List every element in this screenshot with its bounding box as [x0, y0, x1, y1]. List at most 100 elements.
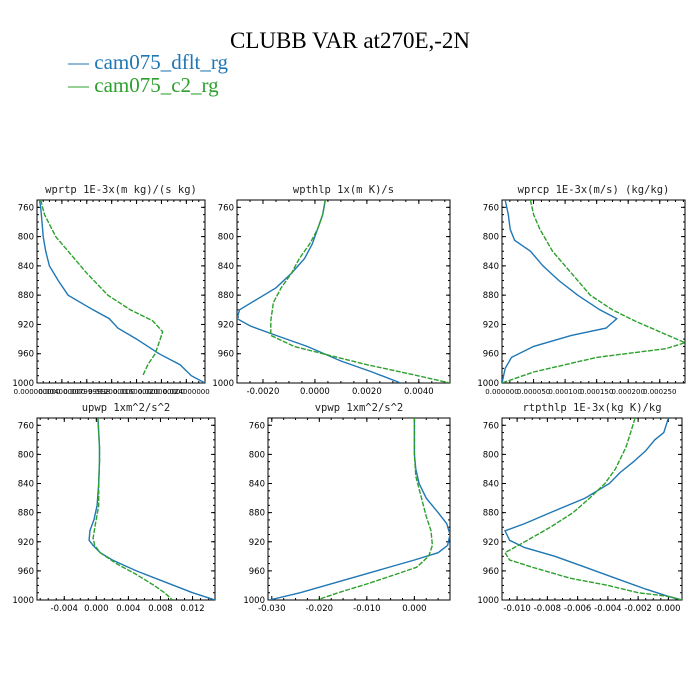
y-tick-label: 760 [249, 421, 265, 431]
x-tick-label: -0.004 [594, 604, 621, 614]
panel-frame [267, 417, 451, 601]
panel-title: upwp 1xm^2/s^2 [82, 402, 171, 414]
panel-title: vpwp 1xm^2/s^2 [315, 402, 404, 414]
y-tick-label: 840 [249, 480, 265, 490]
series-line-dflt [88, 418, 215, 600]
y-tick-label: 880 [483, 291, 499, 301]
y-tick-label: 760 [483, 421, 499, 431]
panel-title: wprtp 1E-3x(m kg)/(s kg) [45, 184, 197, 196]
legend-label-dflt: cam075_dflt_rg [94, 50, 229, 74]
series-line-c2 [92, 418, 173, 600]
series-line-c2 [504, 418, 682, 600]
panel-frame [501, 199, 686, 384]
y-tick-label: 1000 [12, 379, 34, 389]
y-tick-label: 840 [18, 480, 34, 490]
y-tick-label: 1000 [212, 379, 234, 389]
x-tick-label: 0.0000 [300, 387, 330, 397]
y-tick-label: 920 [483, 320, 499, 330]
x-tick-label: -0.030 [258, 604, 285, 614]
legend-entry-dflt: — cam075_dflt_rg [68, 50, 228, 75]
y-tick-label: 880 [18, 291, 34, 301]
x-tick-label: 0.012 [180, 604, 204, 614]
y-tick-label: 920 [18, 320, 34, 330]
y-tick-label: 880 [218, 291, 234, 301]
legend-swatch-dflt: — [68, 50, 95, 74]
panel-frame [36, 199, 206, 384]
x-tick-label: 0.012000000 [88, 388, 135, 396]
x-tick-label: -0.004 [51, 604, 78, 614]
y-tick-label: 880 [483, 509, 499, 519]
x-tick-label: 0.0040 [404, 387, 434, 397]
y-tick-label: 1000 [477, 596, 499, 606]
y-tick-label: 1000 [477, 379, 499, 389]
y-tick-label: 920 [249, 538, 265, 548]
x-tick-label: 0.000050 [517, 388, 550, 396]
series-line-dflt [502, 200, 619, 383]
panel-title: wpthlp 1x(m K)/s [293, 184, 394, 196]
panel-4: upwp 1xm^2/s^2 760 800 840 880 920 960 1000 -0.0… [12, 402, 216, 614]
y-tick-label: 800 [18, 233, 34, 243]
series-line-c2 [316, 418, 434, 600]
y-tick-label: 960 [483, 350, 499, 360]
series-line-dflt [504, 418, 682, 600]
x-tick-label: 0.000 [84, 604, 108, 614]
x-tick-label: 0.007999998 [63, 388, 110, 396]
y-tick-label: 840 [18, 262, 34, 272]
x-tick-label: 0.000150 [580, 388, 613, 396]
y-tick-label: 1000 [12, 596, 34, 606]
y-tick-label: 800 [483, 233, 499, 243]
y-tick-label: 920 [218, 320, 234, 330]
panel-1: wprtp 1E-3x(m kg)/(s kg) 760 800 840 880 920 9… [12, 184, 209, 396]
x-tick-label: -0.0020 [247, 387, 280, 397]
x-tick-label: -0.010 [503, 604, 530, 614]
series-line-dflt [38, 200, 205, 383]
panel-6: rtpthlp 1E-3x(kg K)/kg 760 800 840 880 920 960… [477, 402, 683, 614]
x-tick-label: 0.000 [656, 604, 680, 614]
series-line-dflt [269, 418, 450, 600]
panel-frame [501, 417, 683, 601]
series-line-c2 [270, 200, 450, 383]
x-tick-label: -0.020 [306, 604, 333, 614]
x-tick-label: 0.000250 [643, 388, 676, 396]
x-tick-label: 0.004000000 [39, 388, 86, 396]
y-tick-label: 760 [218, 203, 234, 213]
panel-5: vpwp 1xm^2/s^27608008408809209601000-0.0… [243, 402, 451, 614]
y-tick-label: 840 [483, 480, 499, 490]
y-tick-label: 800 [218, 233, 234, 243]
y-tick-label: 840 [218, 262, 234, 272]
x-tick-label: 0.000100 [548, 388, 581, 396]
x-tick-label: 0.016000000 [113, 388, 160, 396]
x-tick-label: 0.000000000 [14, 388, 61, 396]
series-line-c2 [40, 200, 164, 376]
x-tick-label: 0.000 [402, 604, 426, 614]
y-tick-label: 920 [483, 538, 499, 548]
legend-entry-c2: — cam075_c2_rg [68, 73, 219, 98]
y-tick-label: 880 [249, 509, 265, 519]
x-tick-label: 0.0020 [352, 387, 382, 397]
x-tick-label: 0.000000 [485, 388, 518, 396]
x-tick-label: 0.000200 [612, 388, 645, 396]
y-tick-label: 760 [18, 421, 34, 431]
x-tick-label: 0.004 [116, 604, 140, 614]
x-tick-label: 0.008 [148, 604, 172, 614]
y-tick-label: 800 [483, 450, 499, 460]
x-tick-label: -0.002 [624, 604, 651, 614]
y-tick-label: 920 [18, 538, 34, 548]
legend-swatch-c2: — [68, 73, 95, 97]
x-tick-label: 0.024000000 [163, 388, 210, 396]
y-tick-label: 960 [218, 350, 234, 360]
x-tick-label: -0.006 [564, 604, 591, 614]
panel-title: rtpthlp 1E-3x(kg K)/kg [522, 402, 661, 414]
legend-label-c2: cam075_c2_rg [94, 73, 219, 97]
y-tick-label: 1000 [243, 596, 265, 606]
page-title: CLUBB VAR at270E,-2N [229, 28, 471, 53]
y-tick-label: 960 [18, 350, 34, 360]
panel-frame [236, 199, 451, 384]
y-tick-label: 760 [18, 203, 34, 213]
y-tick-label: 960 [18, 567, 34, 577]
panel-2: wpthlp 1x(m K)/s 760 800 840 880 920 960 1000 -0… [212, 184, 451, 397]
panel-frame [36, 417, 216, 601]
y-tick-label: 880 [18, 509, 34, 519]
y-tick-label: 800 [249, 450, 265, 460]
